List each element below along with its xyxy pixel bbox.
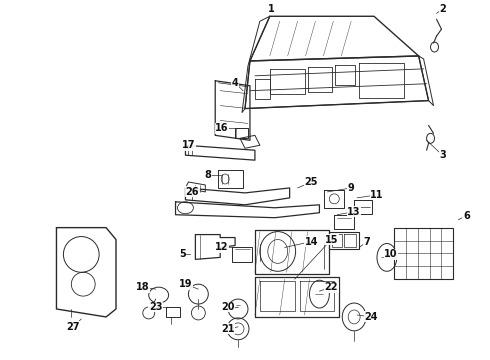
Text: 2: 2 (439, 4, 446, 14)
Text: 21: 21 (221, 324, 235, 334)
Text: 13: 13 (347, 207, 361, 217)
Text: 5: 5 (179, 249, 186, 260)
Text: 24: 24 (364, 312, 378, 322)
Text: 26: 26 (186, 187, 199, 197)
Text: 4: 4 (232, 78, 239, 88)
Text: 18: 18 (136, 282, 149, 292)
Text: 7: 7 (364, 237, 370, 247)
Text: 10: 10 (384, 249, 397, 260)
Text: 3: 3 (439, 150, 446, 160)
Text: 15: 15 (324, 234, 338, 244)
Text: 20: 20 (221, 302, 235, 312)
Text: 12: 12 (216, 243, 229, 252)
Text: 1: 1 (269, 4, 275, 14)
Text: 19: 19 (179, 279, 192, 289)
Text: 22: 22 (324, 282, 338, 292)
Text: 25: 25 (305, 177, 318, 187)
Text: 6: 6 (463, 211, 469, 221)
Text: 8: 8 (205, 170, 212, 180)
Text: 14: 14 (305, 237, 318, 247)
Text: 9: 9 (348, 183, 355, 193)
Text: 16: 16 (216, 123, 229, 134)
Text: 23: 23 (149, 302, 163, 312)
Text: 11: 11 (370, 190, 384, 200)
Text: 17: 17 (182, 140, 195, 150)
Text: 27: 27 (67, 322, 80, 332)
